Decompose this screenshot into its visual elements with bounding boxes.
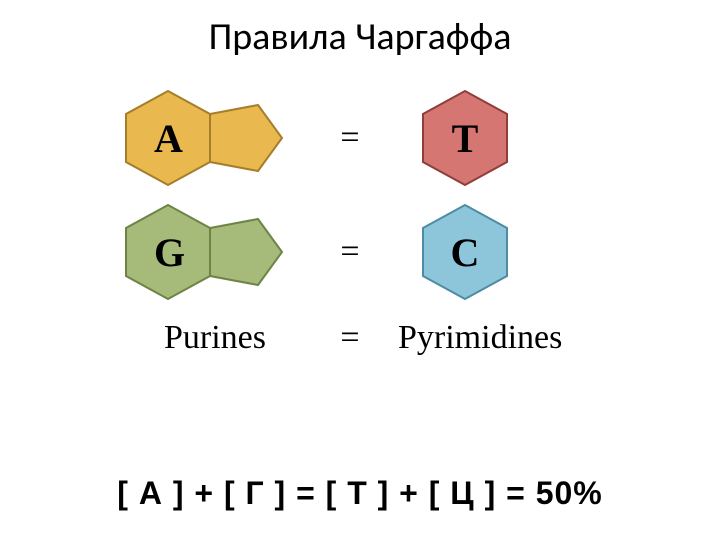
pyrimidine-T: T — [390, 87, 540, 189]
formula-token: = — [496, 475, 535, 511]
formula-token: [ Ц ] — [429, 475, 496, 511]
formula-token: [ А ] — [117, 475, 184, 511]
pyrimidines-label: Pyrimidines — [390, 319, 620, 357]
formula-token: [ Т ] — [326, 475, 390, 511]
formula-token: + — [389, 475, 428, 511]
labels-row: Purines = Pyrimidines — [120, 312, 620, 364]
chargaff-formula: [ А ] + [ Г ] = [ Т ] + [ Ц ] = 50% — [0, 475, 720, 512]
purine-A: A — [120, 87, 310, 189]
equals-sign: = — [310, 233, 390, 271]
base-letter-G: G — [154, 229, 185, 276]
page-title: Правила Чаргаффа — [0, 14, 720, 60]
row-GC: G = C — [120, 198, 620, 306]
base-letter-A: A — [154, 115, 183, 162]
purine-G: G — [120, 201, 310, 303]
purine-shape — [120, 201, 302, 303]
formula-token: = — [286, 475, 325, 511]
formula-token: [ Г ] — [224, 475, 286, 511]
formula-token: 50% — [536, 475, 603, 511]
base-letter-T: T — [452, 115, 479, 162]
purines-label: Purines — [120, 319, 310, 357]
pyrimidine-C: C — [390, 201, 540, 303]
diagram: A = T G = C Purines = Pyrimid — [120, 84, 620, 364]
row-AT: A = T — [120, 84, 620, 192]
equals-sign: = — [310, 119, 390, 157]
base-letter-C: C — [451, 229, 480, 276]
equals-sign: = — [310, 319, 390, 357]
purine-shape — [120, 87, 302, 189]
formula-token: + — [184, 475, 223, 511]
